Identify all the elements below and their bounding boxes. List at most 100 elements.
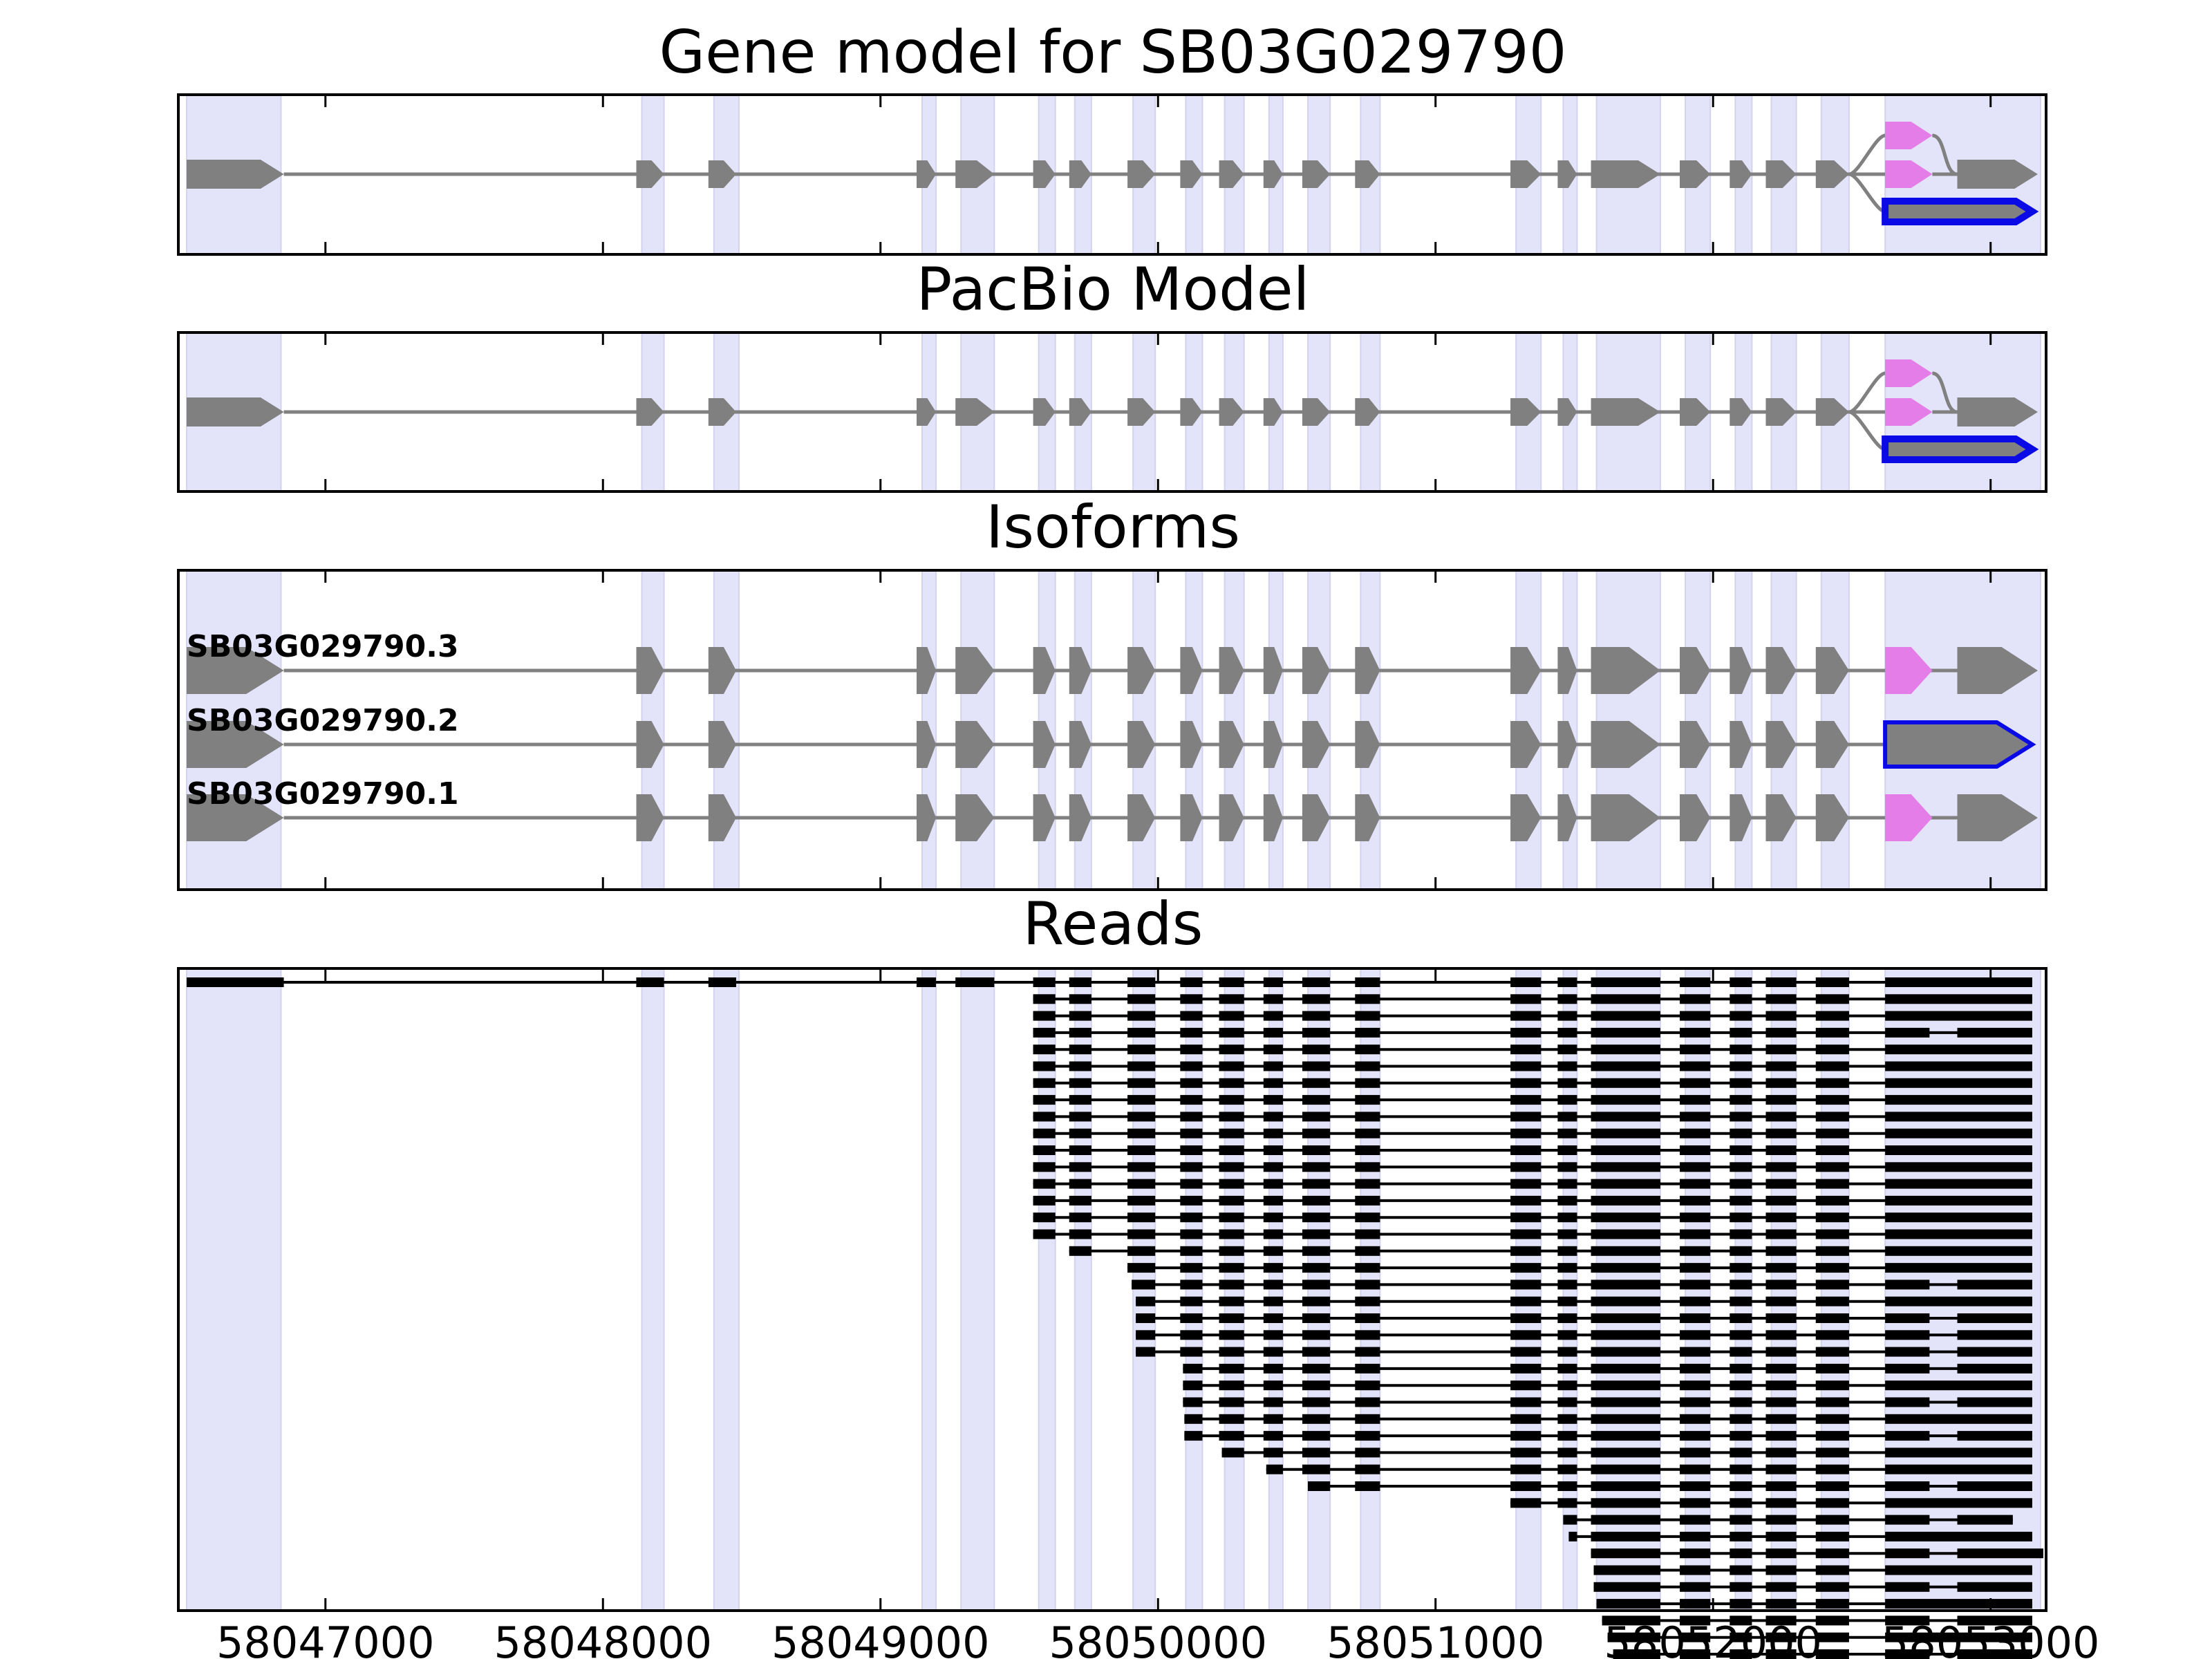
read-block (1815, 994, 1849, 1004)
read-block (1680, 1179, 1711, 1189)
read-block (1591, 1347, 1660, 1357)
read-block (1593, 1582, 1660, 1592)
panel-frame (177, 331, 2047, 493)
panel-frame (177, 93, 2047, 256)
exon-arrow (1557, 160, 1577, 188)
exon-arrow (1127, 647, 1156, 694)
exon-arrow (1765, 721, 1797, 768)
exon-arrow (1730, 398, 1752, 426)
read-row (1033, 1078, 2032, 1088)
x-tick-label: 58053000 (1882, 1618, 2100, 1659)
read-block (1815, 1330, 1849, 1340)
read-block (1885, 1044, 2032, 1055)
read-block (1765, 1548, 1797, 1559)
read-block (1730, 1447, 1752, 1458)
read-block (1607, 1632, 1660, 1642)
read-block (1127, 994, 1156, 1004)
read-block (1885, 1246, 2032, 1256)
read-block (1591, 1112, 1660, 1122)
read-row (1033, 1011, 2032, 1021)
read-block (1765, 1128, 1797, 1138)
read-row (1510, 1498, 2032, 1508)
read-block (1127, 1011, 1156, 1021)
read-block (1180, 1280, 1203, 1290)
read-block (1557, 1095, 1577, 1105)
read-block (1557, 1481, 1577, 1491)
exon-arrow (955, 160, 995, 188)
read-block (1302, 1112, 1331, 1122)
shaded-exon-region (1185, 968, 1203, 1611)
read-block (1355, 1313, 1380, 1323)
exon-arrow (917, 398, 937, 426)
exon-arrow (187, 160, 284, 189)
read-block (1302, 1179, 1331, 1189)
exon-arrow (636, 647, 664, 694)
read-block (1680, 1464, 1711, 1474)
read-block (1219, 1095, 1244, 1105)
read-block (1730, 1078, 1752, 1088)
read-block (1355, 1078, 1380, 1088)
read-block (1557, 1380, 1577, 1391)
read-block (1033, 1011, 1056, 1021)
read-row (1033, 994, 2032, 1004)
exon-arrow (1033, 160, 1056, 188)
read-block (1765, 1195, 1797, 1206)
read-row (1183, 1363, 2032, 1374)
read-block (1815, 1531, 1849, 1541)
read-block (1510, 1431, 1541, 1441)
read-block (1765, 1447, 1797, 1458)
splice-branch (1848, 133, 1886, 176)
read-block (1510, 1380, 1541, 1391)
read-block (187, 977, 284, 987)
read-block (1355, 1380, 1380, 1391)
read-block (1957, 1548, 2043, 1559)
read-block (1680, 1347, 1711, 1357)
read-block (1557, 1263, 1577, 1273)
read-block (1957, 1615, 2032, 1626)
read-block (1680, 1061, 1711, 1071)
alternative-exon (1885, 794, 1933, 841)
x-tick-label: 58050000 (1049, 1618, 1267, 1659)
read-block (1127, 1179, 1156, 1189)
read-block (1033, 1095, 1056, 1105)
exon-arrow (1355, 721, 1380, 768)
read-block (1180, 1179, 1203, 1189)
read-block (1765, 1296, 1797, 1306)
read-block (1127, 1044, 1156, 1055)
read-block (1033, 1061, 1056, 1071)
read-block (1069, 1246, 1091, 1256)
read-block (1591, 1095, 1660, 1105)
read-block (1263, 994, 1283, 1004)
read-block (1308, 1481, 1331, 1491)
read-block (1765, 977, 1797, 987)
read-block (1302, 1145, 1331, 1155)
read-block (1730, 1515, 1752, 1525)
read-block (1957, 1515, 2013, 1525)
exon-arrow (1957, 160, 2038, 189)
read-block (1815, 1145, 1849, 1155)
exon-arrow (1180, 647, 1203, 694)
read-block (1127, 1061, 1156, 1071)
exon-arrow (1180, 794, 1203, 841)
read-block (1885, 1397, 1930, 1407)
read-block (1680, 1548, 1711, 1559)
read-block (1180, 1296, 1203, 1306)
read-block (1815, 1280, 1849, 1290)
read-block (1180, 994, 1203, 1004)
read-block (1136, 1296, 1156, 1306)
read-block (1765, 1061, 1797, 1071)
read-row (1033, 1061, 2032, 1071)
read-block (1765, 1380, 1797, 1391)
read-block (1730, 1330, 1752, 1340)
read-block (1885, 1347, 1930, 1357)
pacbio-model-panel (177, 331, 2047, 493)
read-block (1885, 1447, 2032, 1458)
read-block (1815, 1296, 1849, 1306)
read-block (1815, 1431, 1849, 1441)
read-block (1557, 1128, 1577, 1138)
read-block (1765, 1027, 1797, 1038)
read-block (1680, 977, 1711, 987)
read-block (1765, 1481, 1797, 1491)
read-block (1765, 1582, 1797, 1592)
read-block (1302, 1212, 1331, 1223)
